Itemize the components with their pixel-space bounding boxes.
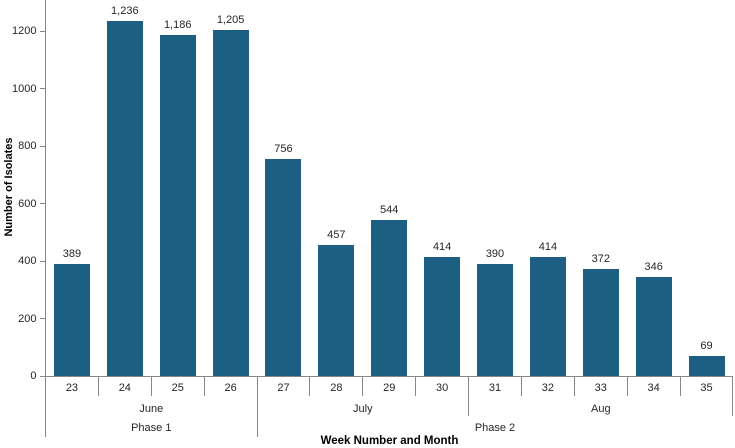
bar-value-label: 389 bbox=[62, 248, 82, 261]
y-tick-mark bbox=[39, 318, 45, 319]
bar bbox=[371, 219, 408, 376]
bar-value-label: 414 bbox=[538, 240, 558, 253]
axis-divider bbox=[256, 377, 258, 437]
axis-divider bbox=[468, 377, 470, 416]
y-tick-label: 600 bbox=[18, 197, 37, 210]
phase-group-label: Phase 1 bbox=[131, 422, 172, 434]
week-tick-label: 28 bbox=[330, 382, 343, 394]
week-tick-label: 35 bbox=[700, 382, 713, 394]
axis-divider bbox=[97, 377, 99, 396]
week-tick-label: 33 bbox=[594, 382, 607, 394]
axis-divider bbox=[309, 377, 311, 396]
bar-value-label: 1,186 bbox=[163, 19, 192, 32]
week-tick-label: 31 bbox=[488, 382, 502, 394]
y-tick-label: 200 bbox=[18, 312, 37, 325]
bar bbox=[529, 256, 566, 376]
axis-divider bbox=[520, 377, 522, 396]
bar-value-label: 414 bbox=[432, 240, 452, 253]
y-axis-line bbox=[44, 0, 46, 437]
week-tick-label: 34 bbox=[647, 382, 660, 394]
bar-value-label: 457 bbox=[327, 228, 346, 241]
y-tick-label: 0 bbox=[30, 370, 37, 382]
axis-divider bbox=[415, 377, 417, 396]
axis-divider bbox=[626, 377, 628, 396]
x-axis-line bbox=[44, 376, 733, 378]
month-group-label: Aug bbox=[590, 403, 611, 415]
y-tick-mark bbox=[39, 88, 45, 89]
bar bbox=[582, 269, 619, 376]
bar-value-label: 1,205 bbox=[216, 13, 245, 26]
axis-divider bbox=[573, 377, 575, 396]
x-axis-title: Week Number and Month bbox=[320, 435, 459, 447]
axis-divider bbox=[679, 377, 681, 396]
y-tick-mark bbox=[39, 260, 45, 262]
y-tick-mark bbox=[39, 30, 45, 32]
phase-group-label: Phase 2 bbox=[474, 422, 516, 434]
bar-value-label: 756 bbox=[274, 142, 293, 155]
axis-divider bbox=[362, 377, 364, 396]
week-tick-label: 23 bbox=[65, 382, 79, 394]
month-group-label: July bbox=[353, 403, 373, 415]
bar bbox=[106, 20, 143, 376]
y-tick-mark bbox=[39, 203, 45, 204]
y-tick-mark bbox=[39, 145, 45, 147]
bar bbox=[318, 244, 355, 376]
bar-value-label: 1,236 bbox=[111, 4, 139, 17]
y-tick-label: 1000 bbox=[12, 82, 37, 95]
bar-value-label: 69 bbox=[700, 340, 713, 353]
bar bbox=[477, 263, 514, 376]
bar bbox=[212, 29, 249, 376]
bar bbox=[53, 264, 90, 376]
bar bbox=[265, 158, 302, 376]
bar bbox=[635, 276, 672, 376]
week-tick-label: 29 bbox=[383, 382, 396, 394]
bar-value-label: 390 bbox=[485, 247, 505, 260]
bar-value-label: 372 bbox=[591, 253, 610, 266]
y-tick-label: 1200 bbox=[12, 25, 37, 37]
y-tick-label: 400 bbox=[18, 255, 37, 267]
week-tick-label: 26 bbox=[224, 382, 237, 394]
axis-divider bbox=[150, 377, 152, 396]
bar bbox=[159, 35, 196, 376]
week-tick-label: 25 bbox=[171, 382, 184, 394]
week-tick-label: 27 bbox=[277, 382, 290, 394]
month-group-label: June bbox=[139, 403, 164, 415]
axis-divider bbox=[203, 377, 205, 396]
bar bbox=[424, 256, 461, 376]
bar-value-label: 544 bbox=[380, 203, 399, 216]
y-tick-label: 800 bbox=[18, 140, 37, 152]
week-tick-label: 32 bbox=[541, 382, 555, 394]
bar-value-label: 346 bbox=[644, 260, 663, 273]
y-tick-mark bbox=[39, 375, 45, 377]
week-tick-label: 24 bbox=[118, 382, 131, 394]
axis-divider bbox=[732, 377, 733, 416]
week-tick-label: 30 bbox=[436, 382, 449, 394]
bar bbox=[688, 356, 725, 376]
